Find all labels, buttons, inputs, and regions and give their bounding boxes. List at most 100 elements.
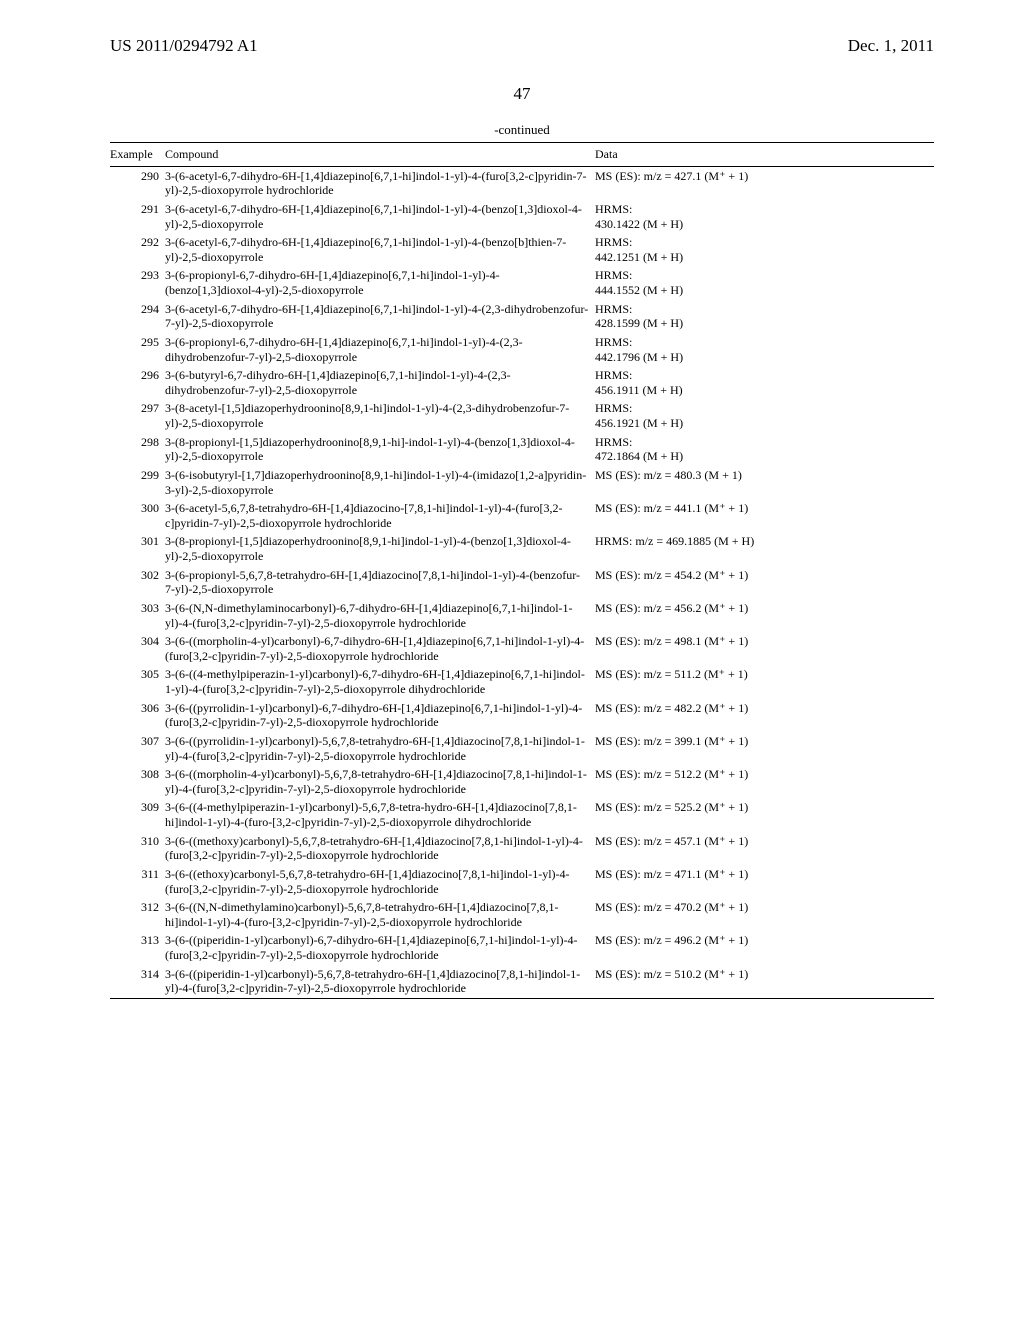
pub-date: Dec. 1, 2011 xyxy=(848,36,934,56)
cell-data: HRMS: 430.1422 (M + H) xyxy=(595,200,934,233)
table-row: 2933-(6-propionyl-6,7-dihydro-6H-[1,4]di… xyxy=(110,266,934,299)
cell-data: MS (ES): m/z = 399.1 (M⁺ + 1) xyxy=(595,732,934,765)
table-row: 3143-(6-((piperidin-1-yl)carbonyl)-5,6,7… xyxy=(110,965,934,998)
table-row: 3013-(8-propionyl-[1,5]diazoperhydroonin… xyxy=(110,532,934,565)
cell-data: MS (ES): m/z = 470.2 (M⁺ + 1) xyxy=(595,898,934,931)
table-row: 2903-(6-acetyl-6,7-dihydro-6H-[1,4]diaze… xyxy=(110,166,934,200)
cell-data: MS (ES): m/z = 471.1 (M⁺ + 1) xyxy=(595,865,934,898)
cell-example: 300 xyxy=(110,499,165,532)
cell-example: 293 xyxy=(110,266,165,299)
cell-compound: 3-(6-((piperidin-1-yl)carbonyl)-5,6,7,8-… xyxy=(165,965,595,998)
cell-data: HRMS: 428.1599 (M + H) xyxy=(595,300,934,333)
cell-data: MS (ES): m/z = 510.2 (M⁺ + 1) xyxy=(595,965,934,998)
table-row: 3063-(6-((pyrrolidin-1-yl)carbonyl)-6,7-… xyxy=(110,699,934,732)
col-compound: Compound xyxy=(165,143,595,166)
cell-example: 297 xyxy=(110,399,165,432)
col-example: Example xyxy=(110,143,165,166)
cell-data: HRMS: 442.1251 (M + H) xyxy=(595,233,934,266)
table-row: 3103-(6-((methoxy)carbonyl)-5,6,7,8-tetr… xyxy=(110,832,934,865)
cell-compound: 3-(6-((pyrrolidin-1-yl)carbonyl)-5,6,7,8… xyxy=(165,732,595,765)
cell-data: MS (ES): m/z = 454.2 (M⁺ + 1) xyxy=(595,566,934,599)
cell-example: 301 xyxy=(110,532,165,565)
cell-compound: 3-(8-propionyl-[1,5]diazoperhydroonino[8… xyxy=(165,433,595,466)
page-header: US 2011/0294792 A1 Dec. 1, 2011 xyxy=(110,36,934,56)
cell-example: 291 xyxy=(110,200,165,233)
cell-example: 295 xyxy=(110,333,165,366)
cell-compound: 3-(6-isobutyryl-[1,7]diazoperhydroonino[… xyxy=(165,466,595,499)
cell-data: HRMS: 442.1796 (M + H) xyxy=(595,333,934,366)
pub-number: US 2011/0294792 A1 xyxy=(110,36,258,56)
table-row: 3053-(6-((4-methylpiperazin-1-yl)carbony… xyxy=(110,665,934,698)
cell-data: MS (ES): m/z = 496.2 (M⁺ + 1) xyxy=(595,931,934,964)
table-row: 2973-(8-acetyl-[1,5]diazoperhydroonino[8… xyxy=(110,399,934,432)
table-row: 2993-(6-isobutyryl-[1,7]diazoperhydrooni… xyxy=(110,466,934,499)
cell-data: MS (ES): m/z = 480.3 (M + 1) xyxy=(595,466,934,499)
cell-compound: 3-(6-propionyl-5,6,7,8-tetrahydro-6H-[1,… xyxy=(165,566,595,599)
table-row: 2943-(6-acetyl-6,7-dihydro-6H-[1,4]diaze… xyxy=(110,300,934,333)
cell-example: 294 xyxy=(110,300,165,333)
cell-data: MS (ES): m/z = 512.2 (M⁺ + 1) xyxy=(595,765,934,798)
cell-example: 299 xyxy=(110,466,165,499)
cell-compound: 3-(6-butyryl-6,7-dihydro-6H-[1,4]diazepi… xyxy=(165,366,595,399)
cell-compound: 3-(6-((4-methylpiperazin-1-yl)carbonyl)-… xyxy=(165,798,595,831)
cell-compound: 3-(8-acetyl-[1,5]diazoperhydroonino[8,9,… xyxy=(165,399,595,432)
table-row: 3003-(6-acetyl-5,6,7,8-tetrahydro-6H-[1,… xyxy=(110,499,934,532)
page-number: 47 xyxy=(110,84,934,104)
cell-example: 309 xyxy=(110,798,165,831)
cell-compound: 3-(6-((4-methylpiperazin-1-yl)carbonyl)-… xyxy=(165,665,595,698)
table-row: 3023-(6-propionyl-5,6,7,8-tetrahydro-6H-… xyxy=(110,566,934,599)
table-row: 2953-(6-propionyl-6,7-dihydro-6H-[1,4]di… xyxy=(110,333,934,366)
cell-compound: 3-(8-propionyl-[1,5]diazoperhydroonino[8… xyxy=(165,532,595,565)
table-row: 2913-(6-acetyl-6,7-dihydro-6H-[1,4]diaze… xyxy=(110,200,934,233)
compound-table: Example Compound Data 2903-(6-acetyl-6,7… xyxy=(110,143,934,998)
cell-compound: 3-(6-((N,N-dimethylamino)carbonyl)-5,6,7… xyxy=(165,898,595,931)
cell-data: HRMS: 456.1911 (M + H) xyxy=(595,366,934,399)
table-row: 3093-(6-((4-methylpiperazin-1-yl)carbony… xyxy=(110,798,934,831)
table-row: 2923-(6-acetyl-6,7-dihydro-6H-[1,4]diaze… xyxy=(110,233,934,266)
table-row: 2963-(6-butyryl-6,7-dihydro-6H-[1,4]diaz… xyxy=(110,366,934,399)
col-data: Data xyxy=(595,143,934,166)
cell-data: HRMS: 472.1864 (M + H) xyxy=(595,433,934,466)
table-row: 3033-(6-(N,N-dimethylaminocarbonyl)-6,7-… xyxy=(110,599,934,632)
cell-example: 296 xyxy=(110,366,165,399)
cell-compound: 3-(6-acetyl-6,7-dihydro-6H-[1,4]diazepin… xyxy=(165,300,595,333)
cell-compound: 3-(6-acetyl-5,6,7,8-tetrahydro-6H-[1,4]d… xyxy=(165,499,595,532)
cell-compound: 3-(6-propionyl-6,7-dihydro-6H-[1,4]diaze… xyxy=(165,333,595,366)
cell-data: MS (ES): m/z = 441.1 (M⁺ + 1) xyxy=(595,499,934,532)
cell-example: 290 xyxy=(110,166,165,200)
cell-data: MS (ES): m/z = 482.2 (M⁺ + 1) xyxy=(595,699,934,732)
table-row: 3043-(6-((morpholin-4-yl)carbonyl)-6,7-d… xyxy=(110,632,934,665)
cell-example: 308 xyxy=(110,765,165,798)
cell-data: MS (ES): m/z = 498.1 (M⁺ + 1) xyxy=(595,632,934,665)
table-row: 3133-(6-((piperidin-1-yl)carbonyl)-6,7-d… xyxy=(110,931,934,964)
table-header-row: Example Compound Data xyxy=(110,143,934,166)
cell-compound: 3-(6-propionyl-6,7-dihydro-6H-[1,4]diaze… xyxy=(165,266,595,299)
cell-example: 302 xyxy=(110,566,165,599)
table-rule-bottom xyxy=(110,998,934,999)
cell-example: 312 xyxy=(110,898,165,931)
cell-example: 307 xyxy=(110,732,165,765)
cell-data: MS (ES): m/z = 457.1 (M⁺ + 1) xyxy=(595,832,934,865)
cell-compound: 3-(6-((pyrrolidin-1-yl)carbonyl)-6,7-dih… xyxy=(165,699,595,732)
cell-compound: 3-(6-(N,N-dimethylaminocarbonyl)-6,7-dih… xyxy=(165,599,595,632)
cell-compound: 3-(6-acetyl-6,7-dihydro-6H-[1,4]diazepin… xyxy=(165,166,595,200)
table-row: 3113-(6-((ethoxy)carbonyl-5,6,7,8-tetrah… xyxy=(110,865,934,898)
cell-example: 298 xyxy=(110,433,165,466)
table-row: 3083-(6-((morpholin-4-yl)carbonyl)-5,6,7… xyxy=(110,765,934,798)
cell-data: HRMS: 456.1921 (M + H) xyxy=(595,399,934,432)
cell-example: 292 xyxy=(110,233,165,266)
cell-example: 314 xyxy=(110,965,165,998)
cell-example: 303 xyxy=(110,599,165,632)
cell-example: 305 xyxy=(110,665,165,698)
cell-data: MS (ES): m/z = 456.2 (M⁺ + 1) xyxy=(595,599,934,632)
table-row: 3123-(6-((N,N-dimethylamino)carbonyl)-5,… xyxy=(110,898,934,931)
cell-compound: 3-(6-((methoxy)carbonyl)-5,6,7,8-tetrahy… xyxy=(165,832,595,865)
cell-compound: 3-(6-((ethoxy)carbonyl-5,6,7,8-tetrahydr… xyxy=(165,865,595,898)
cell-data: HRMS: m/z = 469.1885 (M + H) xyxy=(595,532,934,565)
cell-compound: 3-(6-acetyl-6,7-dihydro-6H-[1,4]diazepin… xyxy=(165,233,595,266)
table-continued-label: -continued xyxy=(110,122,934,138)
cell-example: 311 xyxy=(110,865,165,898)
table-row: 3073-(6-((pyrrolidin-1-yl)carbonyl)-5,6,… xyxy=(110,732,934,765)
cell-example: 304 xyxy=(110,632,165,665)
cell-compound: 3-(6-((morpholin-4-yl)carbonyl)-6,7-dihy… xyxy=(165,632,595,665)
